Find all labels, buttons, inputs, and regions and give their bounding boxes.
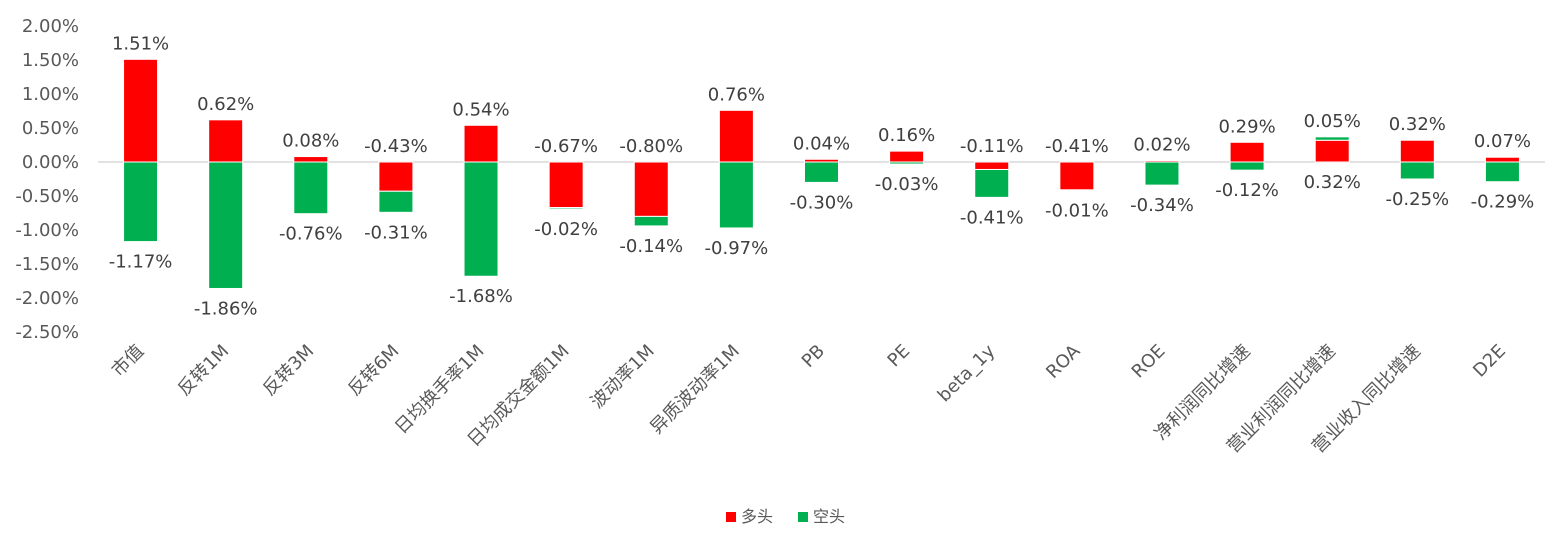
data-label-long: 0.05% [1304,111,1361,132]
data-label-long: 1.51% [112,33,169,54]
bar-short [463,161,499,277]
data-label-short: -0.31% [364,222,428,243]
data-label-short: -0.01% [1045,201,1109,222]
bar-long [633,161,669,217]
y-tick-label: -0.50% [15,186,79,207]
legend-swatch [726,512,736,522]
data-label-short: -1.17% [109,252,173,273]
bar-short [378,190,414,213]
data-label-long: -0.80% [619,136,683,157]
data-label-short: -0.29% [1471,192,1535,213]
data-label-short: -0.02% [534,219,598,240]
y-tick-label: -2.00% [15,288,79,309]
data-label-long: 0.62% [197,94,254,115]
bar-short [293,161,329,215]
data-label-long: 0.32% [1389,114,1446,135]
legend: 多头 空头 [726,507,845,526]
category-label: 日均换手率1M [391,341,489,439]
y-tick-label: -2.50% [15,322,79,343]
data-label-long: 0.29% [1218,116,1275,137]
data-label-long: -0.43% [364,136,428,157]
bar-short [1144,161,1180,186]
bar-long [1484,156,1520,163]
category-label: PE [884,341,915,372]
bar-short [718,161,754,229]
y-tick-label: -1.00% [15,220,79,241]
data-label-short: -1.86% [194,298,258,319]
y-tick-label: 0.50% [22,118,79,139]
bar-short [123,161,159,243]
bar-long [208,119,244,163]
category-label: 反转3M [259,341,318,400]
bar-long [718,109,754,163]
category-label: 反转1M [174,341,233,400]
bar-long [1314,139,1350,163]
bar-short [1059,189,1095,192]
data-label-long: 0.54% [452,99,509,120]
data-label-long: -0.41% [1045,136,1109,157]
bar-short [889,161,925,165]
y-tick-label: 0.00% [22,152,79,173]
bar-short [208,161,244,289]
data-label-short: -0.25% [1385,189,1449,210]
bar-short [974,168,1010,198]
bar-long [889,150,925,163]
bar-long [974,161,1010,170]
legend-label: 多头 [741,507,773,526]
y-axis: 2.00% 1.50% 1.00% 0.50% 0.00% -0.50% -1.00% -1.… [15,16,79,343]
bar-short [1314,136,1350,141]
bar-long [548,161,584,209]
data-label-long: 0.08% [282,131,339,152]
bar-long [293,156,329,163]
bar-long [1059,161,1095,191]
category-label: 异质波动率1M [646,341,744,439]
bar-short [1484,161,1520,183]
category-label: ROA [1042,340,1085,383]
bar-long [123,58,159,163]
data-label-short: -0.76% [279,224,343,245]
data-label-long: 0.07% [1474,131,1531,152]
data-label-long: -0.11% [960,136,1024,157]
bar-short [804,161,839,183]
data-label-long: 0.04% [793,133,850,154]
data-label-short: 0.32% [1304,172,1361,193]
bar-long [1399,139,1435,163]
category-label: 反转6M [344,341,403,400]
bar-long [463,124,499,163]
category-label: D2E [1469,341,1510,382]
category-label: beta_1y [934,340,1000,406]
data-label-short: -1.68% [449,286,513,307]
y-tick-label: -1.50% [15,254,79,275]
bar-long [378,161,414,192]
category-label: 波动率1M [587,341,659,413]
data-label-short: -0.97% [705,238,769,259]
data-label-short: -0.41% [960,207,1024,228]
data-label-short: -0.03% [875,174,939,195]
legend-swatch [798,512,808,522]
bar-short [1399,161,1435,180]
data-label-short: -0.34% [1130,195,1194,216]
bar-short [633,215,669,227]
data-label-long: -0.67% [534,136,598,157]
bar-long [1229,141,1265,163]
data-label-long: 0.02% [1133,135,1190,156]
y-tick-label: 1.00% [22,84,79,105]
data-label-long: 0.16% [878,125,935,146]
data-label-short: -0.14% [619,236,683,257]
plot-area: 1.51% -1.17% 0.62% -1.86% 0.08% -0.76% -0.43% -… [98,33,1545,319]
legend-label: 空头 [813,507,845,526]
category-label: PB [798,341,829,372]
y-tick-label: 1.50% [22,50,79,71]
y-tick-label: 2.00% [22,16,79,37]
data-label-short: -0.30% [790,192,854,213]
category-label: 市值 [108,341,148,381]
bar-short [548,207,584,210]
category-label: ROE [1128,341,1170,383]
data-label-long: 0.76% [708,84,765,105]
bar-short [1229,161,1265,171]
data-label-short: -0.12% [1215,180,1279,201]
